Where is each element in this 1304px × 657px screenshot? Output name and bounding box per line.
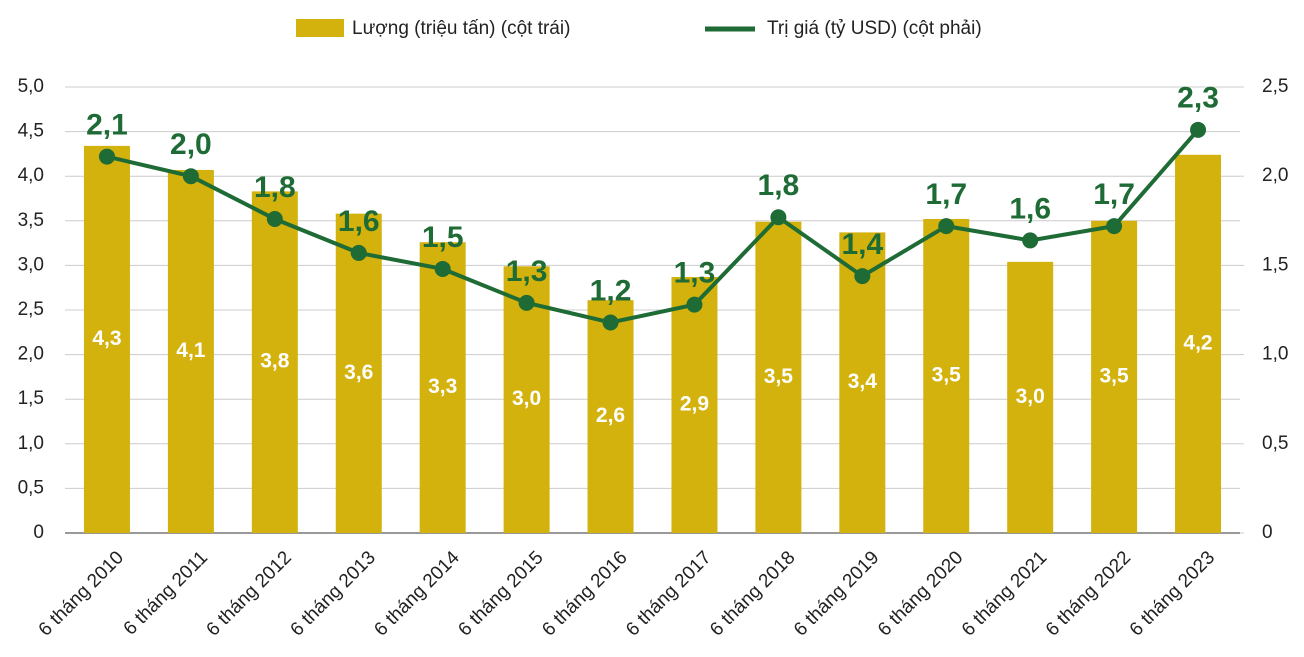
- bar-label: 3,6: [344, 361, 373, 384]
- bar-label: 3,8: [260, 350, 290, 373]
- line-label: 2,3: [1177, 82, 1219, 115]
- bar-label: 3,0: [512, 387, 541, 410]
- bar: [1175, 154, 1222, 534]
- bar: [671, 276, 718, 533]
- bar: [251, 191, 298, 533]
- x-tick-label: 6 tháng 2021: [958, 547, 1051, 640]
- line-point: [182, 168, 199, 185]
- bar: [167, 169, 214, 533]
- x-tick-label: 6 tháng 2010: [35, 547, 128, 640]
- x-tick-label: 6 tháng 2023: [1126, 547, 1219, 640]
- line-point: [434, 260, 451, 277]
- bar-label: 2,9: [680, 393, 709, 416]
- y-tick-label: 0: [33, 522, 44, 543]
- y-tick-label: 1,5: [18, 388, 44, 409]
- y-tick-label: 2,0: [18, 344, 44, 365]
- line-point: [1106, 218, 1123, 235]
- line-point: [686, 296, 703, 313]
- legend-label: Trị giá (tỷ USD) (cột phải): [767, 18, 982, 39]
- line-label: 1,3: [674, 257, 716, 290]
- bar-label: 3,5: [764, 365, 794, 388]
- y-tick-label: 3,5: [18, 210, 44, 231]
- x-tick-label: 6 tháng 2011: [120, 547, 212, 639]
- y-tick-label: 5,0: [18, 76, 44, 97]
- y2-tick-label: 2,5: [1262, 76, 1288, 97]
- bar: [923, 219, 970, 534]
- line-point: [266, 211, 283, 228]
- y2-tick-label: 0: [1262, 522, 1273, 543]
- bar-label: 3,3: [428, 375, 457, 398]
- line-label: 1,5: [422, 221, 464, 254]
- bar: [1007, 261, 1054, 533]
- line-point: [938, 218, 955, 235]
- x-tick-label: 6 tháng 2013: [287, 547, 380, 640]
- line-point: [518, 294, 535, 311]
- y2-tick-label: 0,5: [1262, 433, 1288, 454]
- y-tick-label: 4,0: [18, 165, 44, 186]
- x-tick-label: 6 tháng 2022: [1042, 547, 1135, 640]
- line-label: 1,4: [841, 228, 883, 261]
- line-point: [770, 209, 787, 226]
- bar-label: 2,6: [596, 404, 625, 427]
- line: [106, 128, 1200, 325]
- x-tick-label: 6 tháng 2017: [622, 547, 715, 640]
- bar-label: 4,2: [1183, 331, 1212, 354]
- line-point: [854, 268, 871, 285]
- line-point: [602, 314, 619, 331]
- y-tick-label: 2,5: [18, 299, 44, 320]
- line-label: 1,7: [1093, 178, 1135, 211]
- x-tick-label: 6 tháng 2014: [370, 547, 464, 641]
- line-label: 1,6: [1009, 192, 1051, 225]
- x-tick-label: 6 tháng 2020: [874, 547, 967, 640]
- y-tick-label: 1,0: [18, 433, 44, 454]
- bar-label: 3,0: [1016, 385, 1045, 408]
- line-label: 1,8: [758, 169, 800, 202]
- line-point: [350, 244, 367, 261]
- line-label: 1,3: [506, 255, 548, 288]
- line-label: 1,2: [590, 274, 632, 307]
- y-tick-label: 0,5: [18, 477, 44, 498]
- y-tick-label: 4,5: [18, 121, 44, 142]
- bar-label: 3,5: [1100, 364, 1130, 387]
- line-label: 2,1: [86, 108, 128, 141]
- bar-label: 3,5: [932, 364, 962, 387]
- legend-swatch-bar: [296, 19, 344, 37]
- line-label: 1,7: [925, 178, 967, 211]
- y-tick-label: 3,0: [18, 254, 44, 275]
- line-point: [98, 148, 115, 165]
- x-tick-label: 6 tháng 2012: [203, 547, 296, 640]
- line-label: 1,8: [254, 171, 296, 204]
- bar-label: 4,3: [92, 327, 121, 350]
- line-label: 2,0: [170, 128, 212, 161]
- bar: [335, 213, 382, 533]
- x-tick-label: 6 tháng 2019: [790, 547, 883, 640]
- legend-label: Lượng (triệu tấn) (cột trái): [352, 18, 570, 39]
- line-point: [1190, 121, 1207, 138]
- x-tick-label: 6 tháng 2018: [706, 547, 799, 640]
- y2-tick-label: 1,5: [1262, 254, 1288, 275]
- bar: [755, 221, 802, 533]
- bar: [1091, 220, 1138, 534]
- y2-tick-label: 2,0: [1262, 165, 1288, 186]
- x-tick-label: 6 tháng 2015: [454, 547, 547, 640]
- bar-label: 4,1: [176, 339, 206, 362]
- bar: [83, 145, 130, 533]
- bar: [587, 300, 634, 533]
- bar-label: 3,4: [848, 370, 878, 393]
- y2-tick-label: 1,0: [1262, 344, 1288, 365]
- bar: [419, 242, 466, 533]
- x-tick-label: 6 tháng 2016: [538, 547, 631, 640]
- line-label: 1,6: [338, 205, 380, 238]
- line-point: [1022, 232, 1039, 249]
